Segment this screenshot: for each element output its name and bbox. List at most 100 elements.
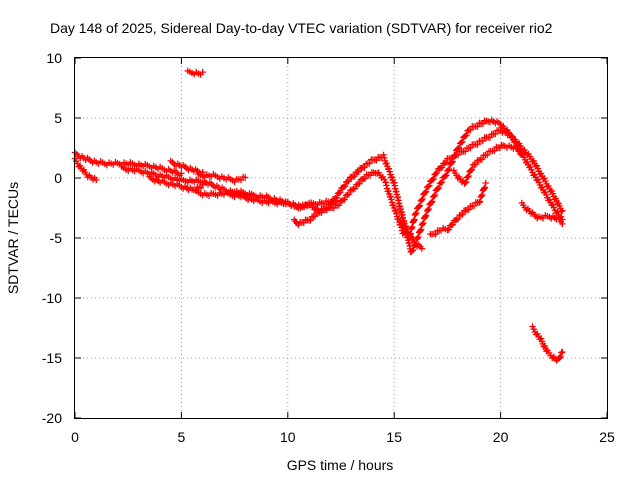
data-point xyxy=(388,173,396,181)
data-point xyxy=(557,353,564,361)
data-point xyxy=(445,165,453,173)
x-tick-label: 5 xyxy=(178,429,186,445)
data-point xyxy=(425,205,432,213)
data-point xyxy=(422,212,430,219)
data-point xyxy=(435,184,443,192)
data-point xyxy=(448,159,456,166)
data-point xyxy=(316,209,323,216)
data-point xyxy=(415,233,422,241)
data-point xyxy=(454,215,462,223)
x-tick-label: 20 xyxy=(493,429,509,445)
data-point xyxy=(445,226,452,233)
data-point xyxy=(451,152,458,160)
data-point xyxy=(478,191,486,199)
data-point xyxy=(528,166,535,173)
y-tick-label: -10 xyxy=(42,290,62,306)
x-tick-label: 15 xyxy=(386,429,402,445)
data-point xyxy=(419,195,426,203)
data-point xyxy=(465,206,472,213)
data-point xyxy=(341,183,349,190)
y-tick-label: 0 xyxy=(54,170,62,186)
data-point xyxy=(537,170,545,177)
data-point xyxy=(397,221,404,228)
data-point xyxy=(385,165,393,172)
data-point xyxy=(387,193,394,200)
data-point xyxy=(449,158,456,165)
data-point xyxy=(524,158,531,166)
data-point xyxy=(351,185,359,192)
data-point xyxy=(443,172,450,179)
data-point xyxy=(417,226,425,233)
data-point xyxy=(431,191,439,199)
data-point xyxy=(542,177,549,185)
data-point xyxy=(472,161,480,168)
series-arc2 xyxy=(71,155,100,184)
data-point xyxy=(464,127,471,134)
data-point xyxy=(530,157,537,164)
data-point xyxy=(559,207,566,214)
data-point xyxy=(461,148,469,155)
data-point xyxy=(420,219,427,227)
data-point xyxy=(383,160,390,167)
data-point xyxy=(422,188,430,195)
data-point xyxy=(415,203,423,210)
data-point xyxy=(531,171,538,178)
data-point xyxy=(178,170,185,177)
series-arc4 xyxy=(146,173,206,194)
data-point xyxy=(418,245,426,252)
data-point xyxy=(341,196,348,203)
y-tick-labels: 10 5 0 -5 -10 -15 -20 xyxy=(42,50,62,426)
x-tick-label: 0 xyxy=(71,429,79,445)
data-point xyxy=(398,224,405,231)
data-point xyxy=(361,164,368,171)
y-tick-label: -20 xyxy=(42,410,62,426)
data-point xyxy=(452,151,459,159)
chart-title: Day 148 of 2025, Sidereal Day-to-day VTE… xyxy=(50,20,553,36)
data-point xyxy=(527,163,534,171)
data-point xyxy=(408,247,416,254)
data-point xyxy=(199,181,206,189)
data-point xyxy=(429,198,436,205)
data-point xyxy=(430,175,437,183)
data-point xyxy=(430,192,438,200)
data-point xyxy=(542,188,549,196)
data-point xyxy=(393,210,400,217)
data-point xyxy=(459,211,466,218)
data-point xyxy=(481,184,489,191)
data-point xyxy=(328,200,335,207)
series-arc10 xyxy=(290,169,389,229)
data-point xyxy=(432,170,439,177)
data-point xyxy=(535,179,543,186)
data-point xyxy=(462,178,470,186)
data-point xyxy=(481,185,488,192)
data-point xyxy=(413,209,420,217)
data-point xyxy=(538,184,546,191)
data-point xyxy=(412,240,420,247)
data-point xyxy=(468,166,476,173)
data-point xyxy=(388,196,395,203)
data-point xyxy=(464,173,472,180)
data-point xyxy=(478,192,485,200)
data-point xyxy=(558,208,565,215)
data-point xyxy=(425,183,432,190)
data-point xyxy=(484,151,491,159)
data-point xyxy=(546,196,553,203)
data-point xyxy=(558,349,565,356)
y-tick-label: 10 xyxy=(46,50,62,66)
data-point xyxy=(459,138,466,145)
data-point xyxy=(366,160,373,167)
data-point xyxy=(383,182,390,189)
data-point xyxy=(438,164,446,171)
data-point xyxy=(307,217,314,224)
axis-ticks xyxy=(74,57,608,419)
data-point xyxy=(476,199,483,206)
data-point xyxy=(311,213,319,220)
series-arc7 xyxy=(195,170,249,186)
data-point xyxy=(492,130,499,138)
data-point xyxy=(482,179,489,187)
data-point xyxy=(548,187,555,195)
x-tick-label: 25 xyxy=(599,429,615,445)
data-point xyxy=(428,199,435,206)
series-arc13 xyxy=(395,116,566,256)
data-point xyxy=(351,172,358,180)
